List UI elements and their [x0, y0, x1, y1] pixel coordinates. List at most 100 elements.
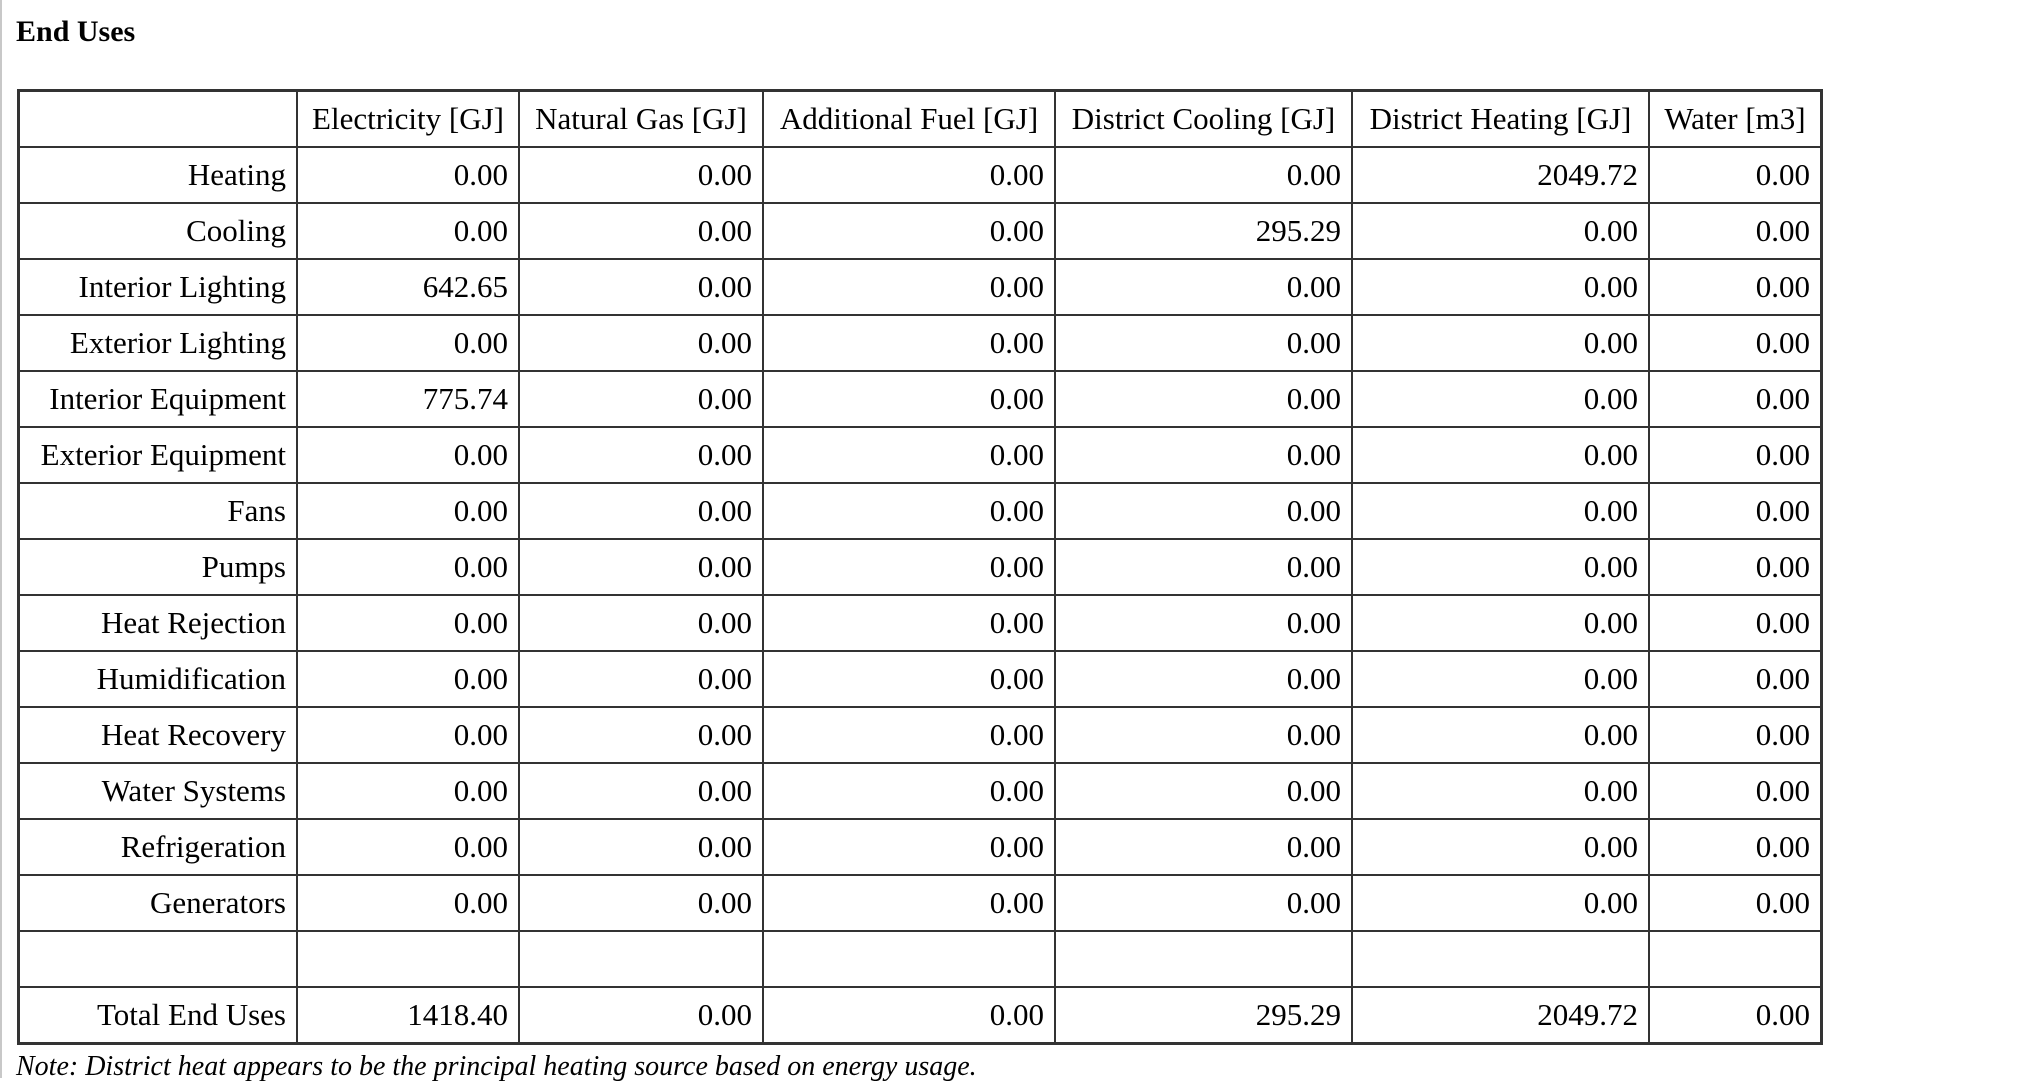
table-cell: 0.00 [762, 482, 1056, 540]
table-cell: 0.00 [518, 706, 764, 764]
table-header-row: Electricity [GJ] Natural Gas [GJ] Additi… [17, 89, 1823, 148]
row-label: Heating [17, 146, 298, 204]
table-row: Total End Uses 1418.40 0.00 0.00 295.29 2049.… [17, 986, 1823, 1045]
table-cell: 0.00 [518, 594, 764, 652]
row-label: Cooling [17, 202, 298, 260]
table-cell: 0.00 [296, 874, 520, 932]
table-cell: 0.00 [296, 594, 520, 652]
table-cell: 0.00 [1648, 202, 1823, 260]
table-cell: 0.00 [1648, 426, 1823, 484]
table-cell: 0.00 [1351, 202, 1650, 260]
table-row: Humidification 0.00 0.00 0.00 0.00 0.00 0.00 [17, 650, 1823, 708]
row-label: Refrigeration [17, 818, 298, 876]
table-cell: 0.00 [518, 818, 764, 876]
table-cell: 0.00 [1351, 538, 1650, 596]
table-cell: 0.00 [518, 986, 764, 1045]
table-cell: 0.00 [762, 818, 1056, 876]
table-cell: 0.00 [1648, 594, 1823, 652]
table-cell: 0.00 [296, 482, 520, 540]
table-cell: 0.00 [762, 594, 1056, 652]
table-cell: 1418.40 [296, 986, 520, 1045]
column-header: District Cooling [GJ] [1054, 89, 1353, 148]
row-label [17, 930, 298, 988]
table-cell: 0.00 [1054, 146, 1353, 204]
table-cell: 0.00 [1054, 706, 1353, 764]
table-cell: 0.00 [1648, 650, 1823, 708]
table-cell: 0.00 [518, 538, 764, 596]
table-cell: 0.00 [518, 426, 764, 484]
table-cell: 2049.72 [1351, 146, 1650, 204]
table-cell: 0.00 [1054, 538, 1353, 596]
table-cell: 0.00 [1351, 314, 1650, 372]
table-cell: 0.00 [762, 706, 1056, 764]
table-cell: 0.00 [1648, 818, 1823, 876]
table-cell: 0.00 [1648, 258, 1823, 316]
table-cell: 0.00 [518, 650, 764, 708]
table-cell: 0.00 [762, 370, 1056, 428]
table-row: Exterior Equipment 0.00 0.00 0.00 0.00 0.00 0.… [17, 426, 1823, 484]
table-row: Heating 0.00 0.00 0.00 0.00 2049.72 0.00 [17, 146, 1823, 204]
table-body: Heating 0.00 0.00 0.00 0.00 2049.72 0.00 Coolin… [17, 146, 1823, 1045]
table-row: Pumps 0.00 0.00 0.00 0.00 0.00 0.00 [17, 538, 1823, 596]
table-row: Interior Equipment 775.74 0.00 0.00 0.00 0.00… [17, 370, 1823, 428]
end-uses-table: Electricity [GJ] Natural Gas [GJ] Additi… [17, 89, 1823, 1045]
table-cell [762, 930, 1056, 988]
column-header: Water [m3] [1648, 89, 1823, 148]
table-cell: 295.29 [1054, 202, 1353, 260]
table-cell: 0.00 [1054, 762, 1353, 820]
table-cell: 0.00 [762, 202, 1056, 260]
table-cell: 0.00 [1351, 258, 1650, 316]
table-cell: 0.00 [762, 146, 1056, 204]
table-row: Cooling 0.00 0.00 0.00 295.29 0.00 0.00 [17, 202, 1823, 260]
table-cell: 0.00 [1351, 370, 1650, 428]
table-cell: 0.00 [1648, 762, 1823, 820]
table-cell: 0.00 [518, 314, 764, 372]
table-cell: 0.00 [296, 202, 520, 260]
table-cell: 0.00 [518, 258, 764, 316]
table-cell: 0.00 [1351, 594, 1650, 652]
table-cell: 0.00 [762, 874, 1056, 932]
table-cell: 0.00 [518, 762, 764, 820]
table-cell: 775.74 [296, 370, 520, 428]
table-cell: 0.00 [1351, 426, 1650, 484]
column-header: Electricity [GJ] [296, 89, 520, 148]
table-row [17, 930, 1823, 988]
table-cell [1351, 930, 1650, 988]
table-cell: 0.00 [518, 146, 764, 204]
row-label: Heat Rejection [17, 594, 298, 652]
table-cell: 0.00 [762, 426, 1056, 484]
table-cell: 2049.72 [1351, 986, 1650, 1045]
table-cell: 0.00 [1648, 986, 1823, 1045]
table-cell: 0.00 [1351, 482, 1650, 540]
column-header: District Heating [GJ] [1351, 89, 1650, 148]
table-cell: 0.00 [1054, 426, 1353, 484]
table-cell [296, 930, 520, 988]
table-cell: 0.00 [1054, 650, 1353, 708]
table-cell: 0.00 [1648, 874, 1823, 932]
table-cell: 0.00 [1351, 818, 1650, 876]
table-row: Refrigeration 0.00 0.00 0.00 0.00 0.00 0.00 [17, 818, 1823, 876]
column-header: Natural Gas [GJ] [518, 89, 764, 148]
table-cell: 0.00 [1351, 874, 1650, 932]
table-cell [1648, 930, 1823, 988]
table-cell: 0.00 [1054, 874, 1353, 932]
table-cell: 0.00 [296, 146, 520, 204]
table-cell: 0.00 [762, 258, 1056, 316]
table-cell: 0.00 [296, 650, 520, 708]
table-cell: 0.00 [1648, 538, 1823, 596]
section-title: End Uses [16, 15, 136, 48]
table-cell: 0.00 [762, 538, 1056, 596]
table-cell: 0.00 [1054, 594, 1353, 652]
table-cell: 0.00 [296, 314, 520, 372]
table-cell: 0.00 [1351, 706, 1650, 764]
row-label: Interior Equipment [17, 370, 298, 428]
table-row: Exterior Lighting 0.00 0.00 0.00 0.00 0.00 0.0… [17, 314, 1823, 372]
row-label: Water Systems [17, 762, 298, 820]
table-cell: 0.00 [1351, 762, 1650, 820]
table-cell: 642.65 [296, 258, 520, 316]
table-cell: 0.00 [518, 874, 764, 932]
row-label: Total End Uses [17, 986, 298, 1045]
row-label: Pumps [17, 538, 298, 596]
table-cell [518, 930, 764, 988]
